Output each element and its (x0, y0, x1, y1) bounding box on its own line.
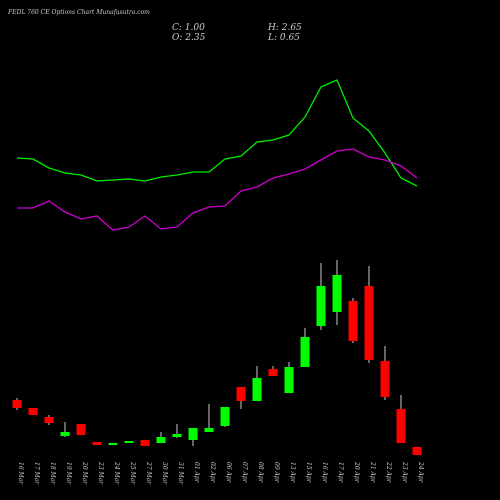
x-tick-label: 13 Apr (289, 462, 296, 484)
x-tick-label: 30 Mar (161, 462, 168, 485)
x-tick-label: 20 Apr (353, 461, 360, 484)
x-tick-label: 02 Apr (209, 462, 216, 484)
candle-body (348, 301, 358, 341)
x-tick-label: 09 Apr (273, 462, 280, 484)
x-tick-label: 18 Mar (49, 462, 56, 485)
candle-body (204, 428, 214, 432)
candle-body (76, 424, 86, 435)
x-tick-label: 06 Apr (225, 462, 232, 484)
x-tick-label: 24 Apr (417, 461, 424, 484)
candle-body (332, 275, 342, 312)
candle-body (124, 441, 134, 443)
candle-body (300, 337, 310, 367)
candle-body (236, 387, 246, 401)
candle-body (140, 440, 150, 446)
info-high: H: 2.65 (267, 23, 302, 33)
x-tick-label: 27 Mar (145, 461, 152, 485)
candle-body (252, 378, 262, 401)
x-tick-label: 22 Apr (385, 461, 392, 484)
info-close: C: 1.00 (172, 23, 205, 33)
candle-body (380, 361, 390, 397)
indicator-line (17, 148, 418, 231)
x-tick-label: 17 Mar (33, 462, 40, 485)
x-tick-label: 01 Apr (193, 462, 200, 484)
x-tick-label: 21 Apr (369, 461, 376, 484)
candle-body (364, 286, 374, 360)
x-tick-label: 25 Mar (129, 461, 136, 485)
candle-body (188, 428, 198, 440)
x-tick-label: 31 Mar (177, 462, 184, 485)
candle-body (156, 437, 166, 443)
x-tick-label: 16 Mar (17, 462, 24, 485)
candle-body (316, 286, 326, 326)
x-tick-label: 16 Apr (321, 462, 328, 484)
candle-body (268, 369, 278, 376)
candle-body (92, 442, 102, 445)
chart-title: FEDL 760 CE Options Chart Munafasutra.co… (7, 9, 150, 16)
candle-body (284, 367, 294, 393)
candle-body (172, 434, 182, 437)
candle-body (60, 432, 70, 436)
candle-body (28, 408, 38, 415)
candle-body (220, 407, 230, 426)
candle-body (44, 417, 54, 423)
x-tick-label: 17 Apr (337, 462, 344, 484)
x-tick-label: 24 Mar (113, 461, 120, 485)
indicator-line (16, 79, 418, 187)
x-tick-label: 15 Apr (305, 462, 312, 484)
x-tick-label: 19 Mar (65, 462, 72, 485)
x-tick-label: 20 Mar (81, 461, 88, 485)
candle-body (396, 409, 406, 443)
info-low: L: 0.65 (267, 33, 300, 43)
x-tick-label: 08 Apr (257, 462, 264, 484)
x-tick-label: 23 Apr (401, 461, 408, 484)
candle-body (412, 447, 422, 455)
x-tick-label: 07 Apr (241, 462, 248, 484)
candle-body (12, 400, 22, 408)
info-open: O: 2.35 (172, 33, 206, 43)
candle-body (108, 443, 118, 445)
x-tick-label: 23 Mar (97, 461, 104, 485)
